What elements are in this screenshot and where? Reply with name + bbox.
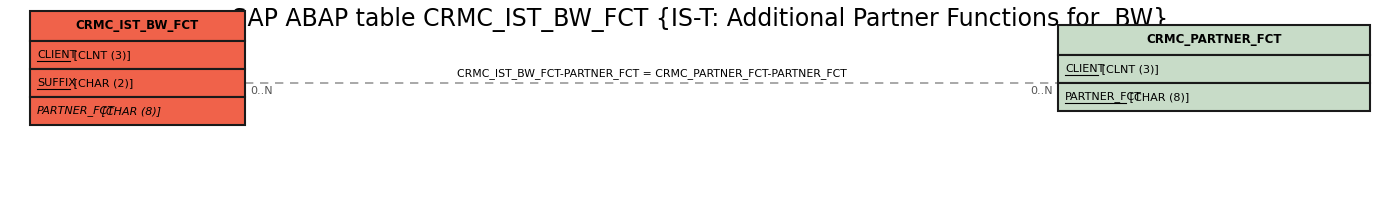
- Bar: [1058, 83, 1370, 111]
- Text: [CLNT (3)]: [CLNT (3)]: [1098, 64, 1158, 74]
- Text: [CHAR (8)]: [CHAR (8)]: [1126, 92, 1189, 102]
- Text: PARTNER_FCT: PARTNER_FCT: [36, 105, 115, 116]
- Text: CRMC_PARTNER_FCT: CRMC_PARTNER_FCT: [1146, 33, 1281, 47]
- Bar: [1058, 25, 1370, 55]
- Text: SAP ABAP table CRMC_IST_BW_FCT {IS-T: Additional Partner Functions for  BW}: SAP ABAP table CRMC_IST_BW_FCT {IS-T: Ad…: [232, 7, 1168, 32]
- Bar: [29, 69, 245, 97]
- Bar: [29, 41, 245, 69]
- Text: CRMC_IST_BW_FCT-PARTNER_FCT = CRMC_PARTNER_FCT-PARTNER_FCT: CRMC_IST_BW_FCT-PARTNER_FCT = CRMC_PARTN…: [456, 68, 846, 79]
- Text: CRMC_IST_BW_FCT: CRMC_IST_BW_FCT: [76, 20, 199, 32]
- Bar: [29, 11, 245, 41]
- Bar: [1058, 55, 1370, 83]
- Text: [CHAR (2)]: [CHAR (2)]: [70, 78, 133, 88]
- Text: PARTNER_FCT: PARTNER_FCT: [1065, 92, 1142, 102]
- Text: [CHAR (8)]: [CHAR (8)]: [98, 106, 161, 116]
- Text: 0..N: 0..N: [1031, 86, 1053, 96]
- Text: CLIENT: CLIENT: [1065, 64, 1104, 74]
- Text: CLIENT: CLIENT: [36, 50, 77, 60]
- Bar: [29, 97, 245, 125]
- Text: 0..N: 0..N: [250, 86, 273, 96]
- Text: SUFFIX: SUFFIX: [36, 78, 76, 88]
- Text: [CLNT (3)]: [CLNT (3)]: [70, 50, 130, 60]
